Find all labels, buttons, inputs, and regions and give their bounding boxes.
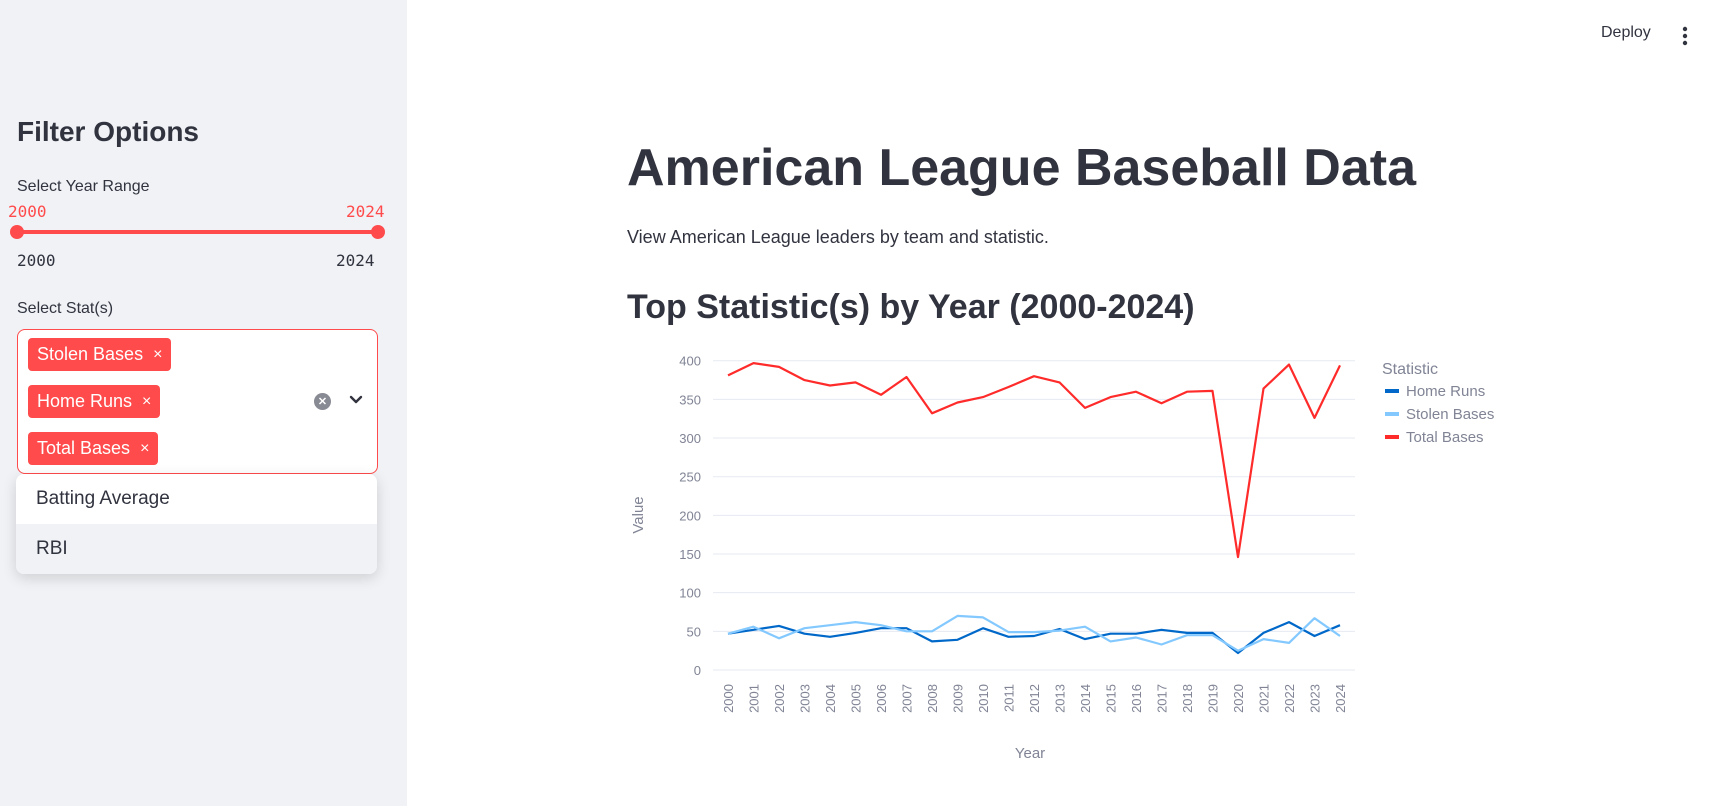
sidebar-title: Filter Options: [17, 116, 199, 147]
y-axis-label: Value: [630, 496, 647, 533]
x-tick-label: 2006: [874, 684, 889, 713]
legend-item-home-runs[interactable]: Home Runs: [1406, 383, 1485, 400]
year-range-high-handle[interactable]: [371, 225, 385, 239]
dropdown-option-rbi[interactable]: RBI: [16, 524, 377, 574]
x-tick-label: 2015: [1104, 684, 1119, 713]
year-range-label: Select Year Range: [17, 178, 150, 195]
x-tick-label: 2014: [1078, 684, 1093, 713]
stat-tag-label: Stolen Bases: [37, 344, 144, 364]
x-tick-label: 2012: [1027, 684, 1042, 713]
x-axis-ticks: 2000 2001 2002 2003 2004 2005 2006 2007 2008 2009…: [721, 684, 1348, 713]
x-tick-label: 2018: [1180, 684, 1195, 713]
y-tick-label: 100: [679, 586, 701, 601]
year-range-high-value: 2024: [346, 202, 385, 221]
series-line-stolen-bases[interactable]: [727, 614, 1341, 652]
x-tick-label: 2010: [976, 684, 991, 713]
year-range-low-value: 2000: [8, 202, 47, 221]
y-tick-label: 350: [679, 392, 701, 407]
x-tick-label: 2023: [1308, 684, 1323, 713]
x-tick-label: 2024: [1333, 684, 1348, 713]
x-tick-label: 2003: [798, 684, 813, 713]
chart-series: [727, 362, 1341, 655]
page-title: American League Baseball Data: [627, 139, 1416, 197]
x-tick-label: 2019: [1206, 684, 1221, 713]
x-tick-label: 2004: [823, 684, 838, 713]
year-range-track[interactable]: [17, 230, 378, 234]
y-tick-label: 150: [679, 547, 701, 562]
stat-tag-stolen-bases: Stolen Bases ×: [28, 338, 172, 371]
stats-label: Select Stat(s): [17, 300, 114, 317]
year-range-min-label: 2000: [17, 251, 56, 270]
legend-title: Statistic: [1382, 361, 1438, 378]
y-tick-label: 200: [679, 508, 701, 523]
legend-item-stolen-bases[interactable]: Stolen Bases: [1406, 406, 1494, 423]
y-axis-ticks: 0 50 100 150 200 250 300 350 400: [679, 354, 701, 678]
more-options-icon[interactable]: [1682, 26, 1688, 46]
year-range-max-label: 2024: [336, 251, 375, 270]
x-tick-label: 2009: [951, 684, 966, 713]
x-tick-label: 2008: [925, 684, 940, 713]
x-tick-label: 2000: [721, 684, 736, 713]
x-tick-label: 2017: [1155, 684, 1170, 713]
stat-tag-home-runs: Home Runs ×: [28, 385, 161, 418]
chart-legend: Statistic Home Runs Stolen Bases Total Bas…: [1382, 361, 1494, 446]
stats-multiselect[interactable]: Stolen Bases × Home Runs × Total Bases ×…: [17, 329, 378, 474]
x-tick-label: 2005: [849, 684, 864, 713]
chart-title: Top Statistic(s) by Year (2000-2024): [627, 288, 1195, 326]
x-axis-label: Year: [1015, 745, 1045, 762]
stat-tag-total-bases: Total Bases ×: [28, 432, 159, 465]
y-tick-label: 300: [679, 431, 701, 446]
stats-dropdown-menu: Batting Average RBI: [16, 474, 377, 574]
chart-gridlines: [713, 360, 1355, 671]
x-tick-label: 2020: [1231, 684, 1246, 713]
year-range-low-handle[interactable]: [10, 225, 24, 239]
deploy-button[interactable]: Deploy: [1601, 24, 1651, 41]
series-line-home-runs[interactable]: [727, 621, 1341, 655]
stat-tag-label: Home Runs: [37, 391, 133, 411]
chevron-down-icon[interactable]: [344, 388, 368, 412]
stat-tag-label: Total Bases: [37, 438, 131, 458]
sidebar: Filter Options Select Year Range 2000 20…: [0, 0, 407, 806]
x-tick-label: 2022: [1282, 684, 1297, 713]
x-tick-label: 2011: [1002, 684, 1017, 712]
remove-tag-icon[interactable]: ×: [140, 439, 150, 457]
y-tick-label: 0: [694, 663, 701, 678]
y-tick-label: 50: [687, 624, 701, 639]
clear-all-icon[interactable]: ✕: [314, 393, 331, 410]
x-tick-label: 2002: [772, 684, 787, 713]
page-description: View American League leaders by team and…: [627, 227, 1049, 247]
y-tick-label: 400: [679, 354, 701, 369]
dropdown-option-batting-average[interactable]: Batting Average: [36, 488, 170, 509]
x-tick-label: 2016: [1129, 684, 1144, 713]
x-tick-label: 2001: [747, 684, 762, 713]
x-tick-label: 2007: [900, 684, 915, 713]
legend-item-total-bases[interactable]: Total Bases: [1406, 429, 1484, 446]
remove-tag-icon[interactable]: ×: [153, 345, 163, 363]
y-tick-label: 250: [679, 470, 701, 485]
x-tick-label: 2013: [1053, 684, 1068, 713]
x-tick-label: 2021: [1257, 684, 1272, 713]
remove-tag-icon[interactable]: ×: [142, 392, 152, 410]
series-line-total-bases[interactable]: [727, 362, 1341, 559]
